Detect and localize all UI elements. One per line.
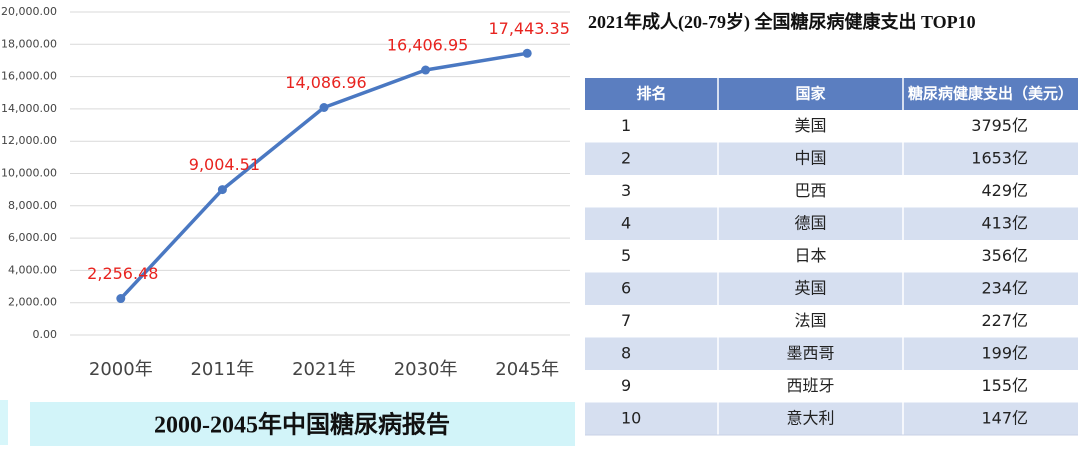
table-cell: 3: [621, 181, 631, 200]
y-tick-label: 6,000.00: [8, 231, 57, 244]
y-tick-label: 20,000.00: [1, 5, 57, 18]
table-cell: 429亿: [981, 181, 1028, 200]
y-tick-label: 16,000.00: [1, 70, 57, 83]
y-tick-label: 12,000.00: [1, 134, 57, 147]
table-cell: 5: [621, 246, 631, 265]
value-label: 17,443.35: [488, 19, 569, 38]
y-tick-label: 18,000.00: [1, 37, 57, 50]
table-row-bg: [585, 370, 1078, 403]
y-tick-label: 14,000.00: [1, 102, 57, 115]
table-cell: 147亿: [981, 408, 1028, 427]
table-row-bg: [585, 142, 1078, 175]
point: [421, 65, 431, 75]
table-row-bg: [585, 207, 1078, 240]
value-label: 16,406.95: [387, 36, 468, 55]
x-tick-label: 2021年: [292, 359, 356, 380]
value-label: 14,086.96: [285, 73, 366, 92]
y-tick-label: 2,000.00: [8, 296, 57, 309]
table-cell: 日本: [794, 246, 826, 265]
y-tick-label: 4,000.00: [8, 263, 57, 276]
table-row-bg: [585, 175, 1078, 208]
table-cell: 227亿: [981, 311, 1028, 330]
table-header: 排名: [636, 85, 666, 103]
table-cell: 234亿: [981, 278, 1028, 297]
x-tick-label: 2045年: [495, 359, 559, 380]
table-cell: 巴西: [794, 181, 826, 200]
y-tick-label: 10,000.00: [1, 167, 57, 180]
x-tick-label: 2000年: [89, 359, 153, 380]
table-cell: 7: [621, 311, 631, 330]
table-cell: 8: [621, 343, 631, 362]
table-row-bg: [585, 305, 1078, 338]
table-cell: 413亿: [981, 213, 1028, 232]
table-cell: 中国: [794, 148, 826, 167]
table-cell: 4: [621, 213, 631, 232]
table-cell: 10: [621, 408, 641, 427]
table-cell: 德国: [794, 213, 826, 232]
table-row-bg: [585, 272, 1078, 305]
table-cell: 155亿: [981, 376, 1028, 395]
table-row-bg: [585, 402, 1078, 435]
table-cell: 2: [621, 148, 631, 167]
table-cell: 3795亿: [971, 116, 1028, 135]
caption: 2000-2045年中国糖尿病报告: [154, 411, 450, 439]
table-header: 糖尿病健康支出（美元）: [908, 85, 1073, 103]
table-cell: 墨西哥: [786, 343, 834, 362]
caption-box: [30, 402, 575, 446]
table-cell: 199亿: [981, 343, 1028, 362]
table-cell: 1653亿: [971, 148, 1028, 167]
table-header-bg: [585, 78, 1078, 110]
table-cell: 9: [621, 376, 631, 395]
table-cell: 1: [621, 116, 631, 135]
table-cell: 6: [621, 278, 631, 297]
table-cell: 美国: [794, 116, 826, 135]
table-cell: 法国: [794, 311, 826, 330]
value-label: 2,256.48: [87, 264, 158, 283]
table-cell: 356亿: [981, 246, 1028, 265]
table-header: 国家: [795, 85, 825, 103]
table-cell: 西班牙: [786, 376, 834, 395]
x-tick-label: 2030年: [394, 359, 458, 380]
point: [217, 185, 227, 195]
x-tick-label: 2011年: [190, 359, 254, 380]
y-tick-label: 8,000.00: [8, 199, 57, 212]
table-row-bg: [585, 110, 1078, 143]
point: [319, 102, 329, 112]
table-cell: 英国: [794, 278, 826, 297]
table-row-bg: [585, 240, 1078, 273]
y-tick-label: 0.00: [33, 328, 58, 341]
point: [116, 294, 126, 304]
table-cell: 意大利: [786, 408, 834, 427]
value-label: 9,004.51: [189, 155, 260, 174]
side-box: [0, 400, 8, 445]
table-title: 2021年成人(20-79岁) 全国糖尿病健康支出 TOP10: [588, 11, 976, 33]
point: [522, 48, 532, 58]
table-row-bg: [585, 337, 1078, 370]
